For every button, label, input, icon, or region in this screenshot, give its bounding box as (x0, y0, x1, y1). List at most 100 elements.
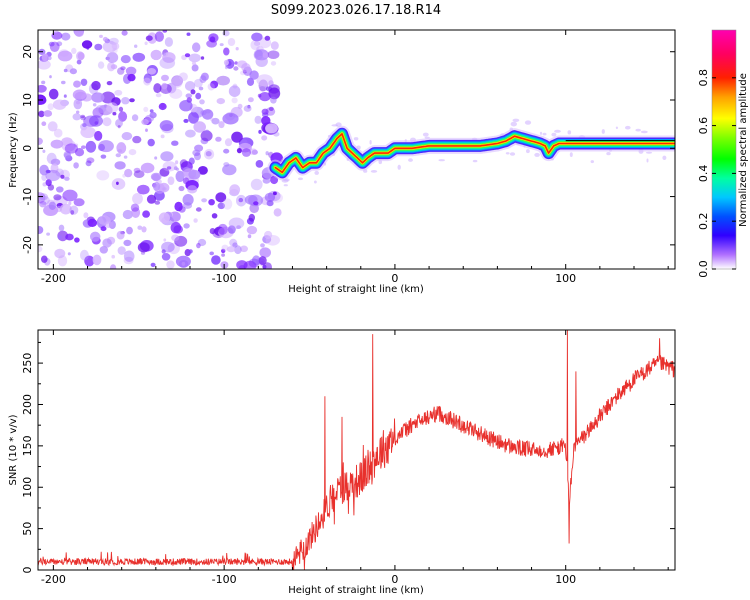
noise-blob (193, 121, 206, 133)
noise-blob (85, 160, 92, 167)
noise-blob (41, 121, 47, 126)
noise-blob (256, 74, 273, 87)
noise-blob (184, 53, 191, 58)
noise-blob (248, 97, 254, 103)
noise-blob (199, 75, 207, 83)
noise-blob (123, 155, 128, 159)
noise-blob (185, 93, 193, 99)
noise-blob (205, 151, 212, 157)
noise-blob (218, 121, 225, 129)
noise-blob (187, 185, 198, 194)
noise-blob (270, 96, 277, 104)
noise-blob (65, 233, 74, 241)
y-tick-label: -20 (21, 236, 34, 254)
noise-blob (179, 100, 193, 112)
noise-blob (38, 59, 51, 70)
noise-blob (110, 264, 117, 269)
noise-blob (46, 152, 57, 165)
noise-blob (162, 161, 177, 172)
noise-blob (270, 192, 284, 203)
noise-blob (222, 198, 233, 210)
noise-blob (47, 184, 55, 191)
noise-blob (150, 262, 156, 267)
noise-blob (61, 80, 66, 85)
noise-blob (73, 143, 79, 147)
noise-blob (137, 242, 150, 253)
noise-blob (154, 31, 164, 42)
noise-blob (48, 88, 59, 100)
noise-blob (131, 207, 141, 219)
noise-blob (46, 232, 50, 236)
noise-blob (175, 160, 179, 165)
noise-blob (39, 201, 47, 208)
noise-blob (210, 80, 219, 89)
noise-blob (111, 42, 120, 50)
noise-blob (209, 251, 214, 256)
noise-blob (217, 223, 228, 235)
noise-blob (144, 41, 148, 46)
noise-blob (76, 59, 82, 65)
noise-blob (204, 129, 210, 134)
noise-blob (248, 213, 255, 222)
noise-blob (261, 108, 269, 115)
noise-blob (73, 198, 85, 207)
noise-blob (141, 119, 149, 125)
noise-blob (227, 225, 236, 234)
x-tick-label: 100 (555, 573, 576, 586)
noise-blob (92, 103, 97, 107)
noise-blob (140, 251, 146, 255)
y-tick-label: 250 (21, 353, 34, 374)
noise-blob (132, 135, 142, 144)
noise-blob (140, 162, 155, 174)
noise-blob (60, 32, 71, 41)
noise-blob (63, 68, 68, 73)
noise-blob (100, 226, 107, 232)
x-tick-label: 0 (391, 272, 398, 285)
noise-blob (80, 126, 96, 138)
noise-blob (258, 256, 267, 266)
noise-blob (94, 130, 103, 141)
noise-blob (207, 83, 215, 91)
noise-blob (76, 110, 80, 114)
noise-blob (192, 149, 201, 156)
noise-blob (62, 189, 78, 202)
noise-blob (262, 262, 272, 269)
ridge-core (274, 133, 675, 174)
noise-speck (662, 155, 667, 160)
noise-blob (182, 194, 194, 206)
noise-speck (510, 121, 517, 127)
noise-blob (115, 153, 122, 158)
noise-blob (175, 255, 191, 268)
colorbar-frame (711, 29, 737, 270)
noise-blob (38, 226, 44, 234)
noise-blob (111, 254, 115, 259)
noise-blob (229, 184, 241, 196)
noise-blob (64, 176, 70, 181)
noise-blob (195, 92, 202, 100)
noise-blob (251, 32, 263, 42)
noise-blob (63, 94, 67, 98)
noise-blob (273, 208, 282, 217)
noise-blob (99, 34, 103, 39)
noise-blob (59, 203, 72, 215)
noise-speck (314, 170, 320, 175)
snr-plot-area (38, 330, 675, 570)
noise-blob (80, 78, 88, 87)
noise-blob (38, 192, 46, 204)
noise-blob (250, 39, 260, 51)
noise-blob (188, 249, 193, 254)
noise-speck (539, 131, 543, 135)
noise-blob (41, 53, 49, 62)
noise-blob (132, 193, 143, 205)
noise-blob (117, 246, 126, 255)
x-tick-label: -200 (41, 272, 66, 285)
noise-speck (314, 180, 317, 184)
colorbar: 0.0 0.2 0.4 0.6 0.8 Normalized spectral ampl… (697, 29, 749, 278)
noise-blob (259, 247, 272, 258)
noise-blob (127, 73, 136, 82)
noise-blob (183, 118, 189, 123)
noise-speck (534, 152, 540, 157)
noise-blob (149, 111, 157, 119)
noise-blob (114, 161, 126, 170)
